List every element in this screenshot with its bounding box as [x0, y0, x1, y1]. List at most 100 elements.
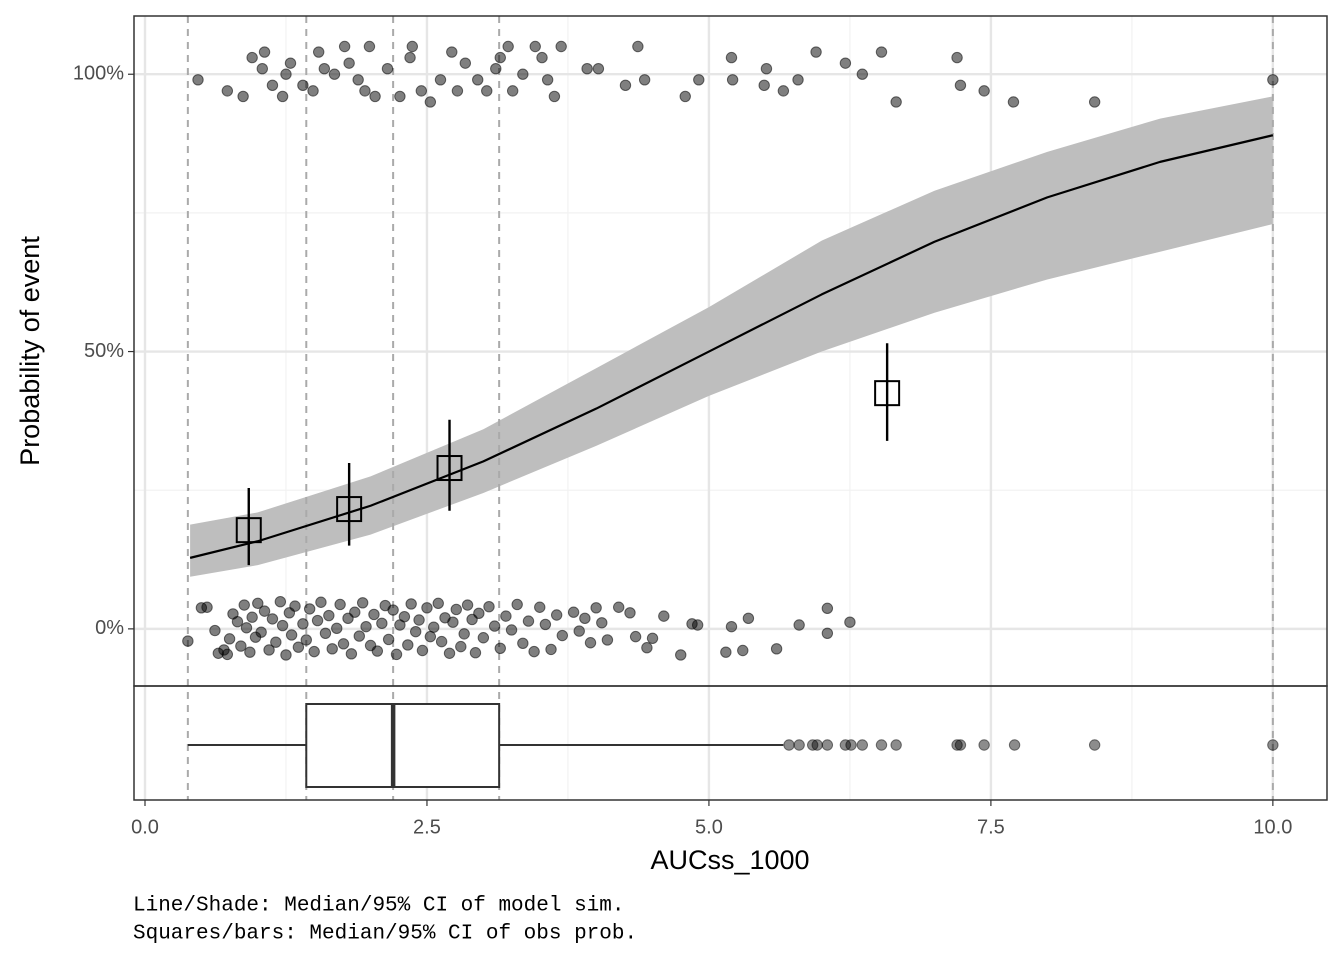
- data-point: [252, 597, 264, 610]
- data-point: [231, 615, 244, 628]
- data-point: [725, 51, 738, 64]
- data-point: [201, 601, 213, 613]
- data-point: [376, 617, 388, 630]
- data-point: [276, 90, 289, 103]
- data-point: [725, 620, 738, 633]
- data-point: [303, 603, 316, 615]
- outlier: [875, 739, 888, 751]
- data-point: [416, 644, 429, 657]
- data-point: [951, 51, 963, 64]
- data-point: [629, 630, 642, 643]
- data-point: [1267, 74, 1279, 86]
- x-tick-label: 7.5: [977, 816, 1005, 838]
- data-point: [240, 622, 253, 634]
- outlier: [845, 739, 857, 751]
- data-point: [590, 602, 602, 614]
- data-point: [446, 46, 458, 58]
- data-point: [839, 57, 852, 69]
- data-point: [345, 648, 358, 660]
- panel-border: [133, 685, 1328, 801]
- data-point: [541, 74, 554, 86]
- data-point: [244, 646, 256, 658]
- outlier: [783, 739, 795, 751]
- data-point: [398, 610, 411, 623]
- data-point: [613, 601, 625, 613]
- data-point: [528, 645, 540, 658]
- data-point: [337, 638, 350, 650]
- data-point: [777, 85, 790, 97]
- data-point: [511, 598, 523, 611]
- data-point: [192, 74, 204, 86]
- data-point: [624, 607, 636, 619]
- data-point: [447, 616, 459, 628]
- data-point: [758, 79, 770, 92]
- data-point: [545, 643, 557, 656]
- data-point: [369, 90, 381, 103]
- data-point: [318, 62, 331, 75]
- data-point: [209, 624, 221, 637]
- data-point: [646, 632, 659, 645]
- outlier: [821, 739, 834, 751]
- data-point: [297, 79, 309, 92]
- data-point: [182, 635, 194, 647]
- data-point: [390, 648, 403, 661]
- data-point: [394, 90, 406, 103]
- data-point: [255, 626, 267, 638]
- data-point: [505, 624, 518, 636]
- data-point: [451, 85, 464, 97]
- data-point: [368, 608, 380, 621]
- data-point: [555, 40, 567, 53]
- data-point: [472, 74, 484, 86]
- data-point: [461, 599, 474, 611]
- x-axis-title: AUCss_1000: [650, 845, 809, 875]
- data-point: [307, 85, 319, 97]
- data-point: [506, 85, 519, 97]
- data-point: [352, 74, 364, 86]
- data-point: [500, 610, 512, 622]
- data-point: [421, 602, 433, 614]
- data-point: [359, 85, 371, 97]
- data-point: [529, 40, 541, 53]
- outlier: [806, 739, 819, 751]
- data-point: [548, 90, 561, 103]
- data-point: [312, 46, 325, 58]
- y-tick-label: 50%: [84, 340, 124, 362]
- data-point: [428, 621, 440, 633]
- observed-square: [436, 455, 463, 482]
- data-point: [691, 619, 704, 631]
- data-point: [274, 595, 287, 608]
- x-tick-label: 0.0: [131, 816, 159, 838]
- box: [305, 703, 501, 788]
- data-point: [770, 643, 783, 655]
- data-point: [821, 627, 834, 640]
- outlier: [1008, 739, 1021, 751]
- data-point: [742, 612, 755, 625]
- outlier: [978, 739, 990, 751]
- data-point: [246, 51, 258, 64]
- data-point: [263, 644, 275, 656]
- outlier: [951, 739, 963, 751]
- data-point: [483, 600, 495, 613]
- data-point: [890, 96, 902, 108]
- data-point: [270, 636, 282, 648]
- data-point: [556, 629, 569, 642]
- data-point: [315, 596, 327, 608]
- data-point: [954, 79, 967, 92]
- data-point: [619, 79, 632, 92]
- data-point: [488, 620, 501, 632]
- caption: Line/Shade: Median/95% CI of model sim.: [133, 895, 624, 918]
- data-point: [517, 637, 529, 649]
- data-point: [435, 635, 448, 648]
- data-point: [1007, 96, 1020, 108]
- data-point: [413, 614, 425, 626]
- data-point: [455, 640, 467, 653]
- data-point: [300, 634, 312, 646]
- outlier: [811, 739, 823, 751]
- data-point: [693, 74, 705, 86]
- data-point: [331, 622, 343, 635]
- observed-square: [336, 496, 363, 523]
- data-point: [382, 633, 395, 646]
- outlier: [890, 739, 902, 751]
- data-point: [638, 74, 651, 86]
